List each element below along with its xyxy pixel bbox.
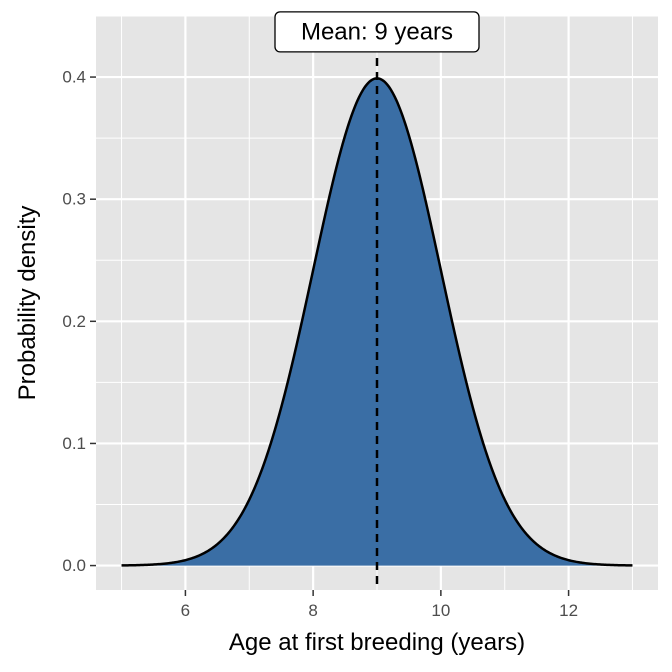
y-tick-label: 0.2 xyxy=(62,312,86,331)
x-axis-title: Age at first breeding (years) xyxy=(229,629,525,656)
mean-annotation-box xyxy=(274,11,480,53)
y-tick-label: 0.0 xyxy=(62,556,86,575)
y-axis: 0.0 0.1 0.2 0.3 0.4 xyxy=(62,68,96,575)
density-area xyxy=(121,78,633,566)
y-axis-title: Probability density xyxy=(14,206,41,401)
x-tick-label: 12 xyxy=(559,601,578,620)
x-tick-label: 6 xyxy=(181,601,190,620)
x-tick-label: 10 xyxy=(431,601,450,620)
y-tick-label: 0.4 xyxy=(62,68,86,87)
y-tick-label: 0.1 xyxy=(62,434,86,453)
x-tick-label: 8 xyxy=(308,601,317,620)
mean-annotation-label: Mean: 9 years xyxy=(301,18,453,45)
x-axis: 6 8 10 12 xyxy=(181,590,578,620)
y-tick-label: 0.3 xyxy=(62,190,86,209)
